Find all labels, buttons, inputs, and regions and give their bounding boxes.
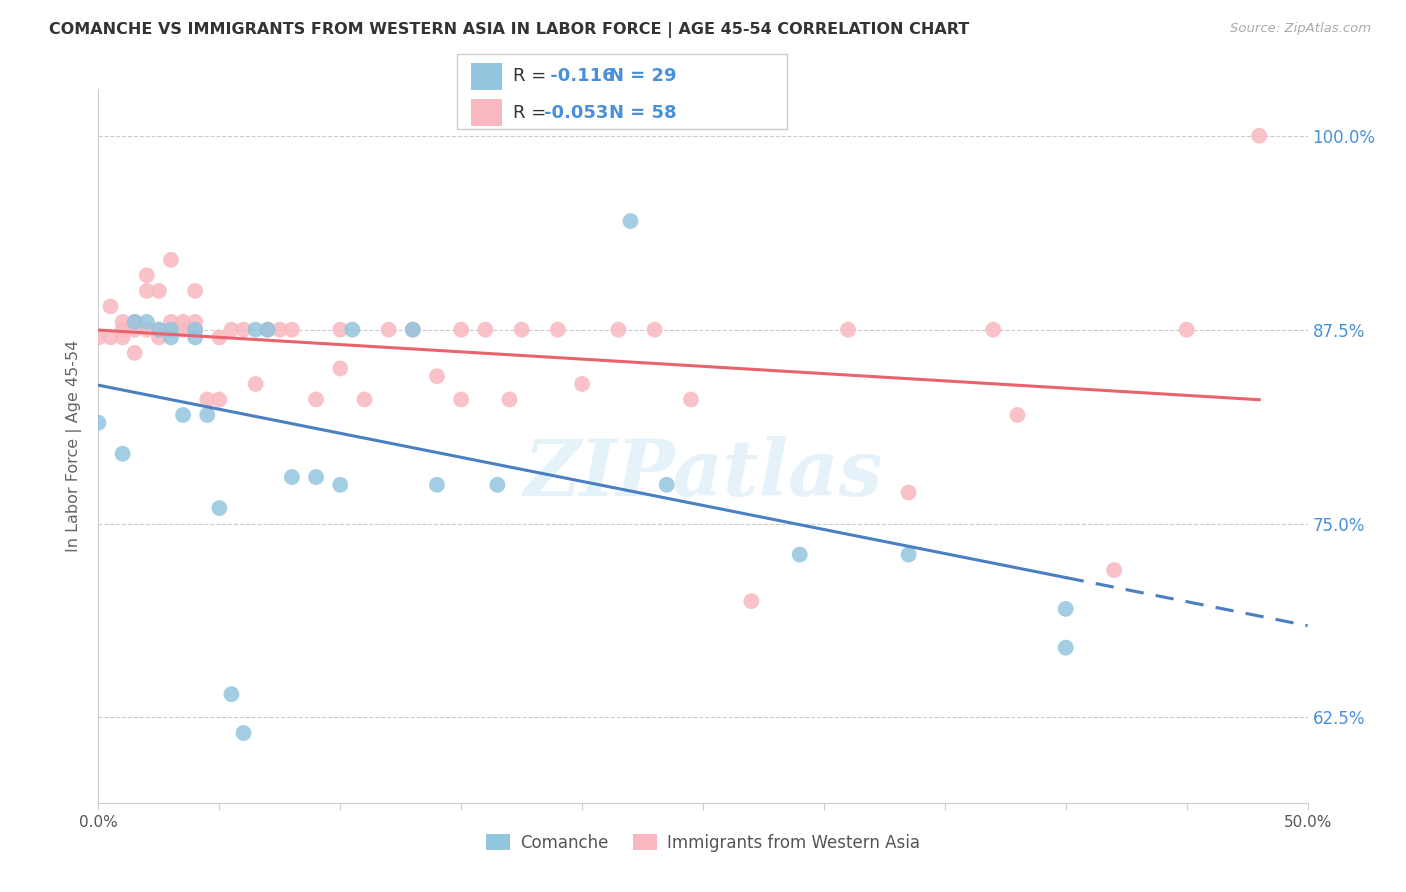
Point bbox=[172, 315, 194, 329]
Point bbox=[148, 323, 170, 337]
Point bbox=[1249, 128, 1271, 143]
Point bbox=[342, 323, 364, 337]
Point bbox=[402, 323, 425, 337]
Point bbox=[256, 323, 278, 337]
Y-axis label: In Labor Force | Age 45-54: In Labor Force | Age 45-54 bbox=[66, 340, 83, 552]
Point bbox=[160, 330, 183, 344]
Point bbox=[245, 376, 267, 391]
Point bbox=[124, 346, 146, 360]
Point bbox=[305, 470, 328, 484]
Point bbox=[245, 323, 267, 337]
Point bbox=[329, 361, 352, 376]
Point bbox=[111, 447, 134, 461]
Point bbox=[172, 408, 194, 422]
Text: R =: R = bbox=[513, 67, 553, 86]
Point bbox=[172, 323, 194, 337]
Point bbox=[1054, 602, 1077, 616]
Point bbox=[547, 323, 569, 337]
Point bbox=[195, 408, 218, 422]
Point bbox=[1007, 408, 1029, 422]
Point bbox=[124, 323, 146, 337]
Point bbox=[135, 268, 157, 283]
Point bbox=[619, 214, 641, 228]
Point bbox=[160, 252, 183, 267]
Point bbox=[1102, 563, 1125, 577]
Point bbox=[474, 323, 496, 337]
Point bbox=[124, 315, 146, 329]
Point bbox=[607, 323, 630, 337]
Text: N = 58: N = 58 bbox=[609, 103, 676, 121]
Point bbox=[87, 416, 110, 430]
Point bbox=[208, 330, 231, 344]
Point bbox=[426, 477, 449, 491]
Point bbox=[644, 323, 666, 337]
Point bbox=[160, 323, 183, 337]
Point bbox=[655, 477, 678, 491]
Text: R =: R = bbox=[513, 103, 553, 121]
Legend: Comanche, Immigrants from Western Asia: Comanche, Immigrants from Western Asia bbox=[479, 828, 927, 859]
Point bbox=[329, 323, 352, 337]
Point bbox=[148, 284, 170, 298]
Point bbox=[135, 323, 157, 337]
Point bbox=[184, 315, 207, 329]
Point bbox=[87, 330, 110, 344]
Point bbox=[221, 687, 243, 701]
Point bbox=[256, 323, 278, 337]
Point bbox=[184, 323, 207, 337]
Point bbox=[897, 548, 920, 562]
Point bbox=[208, 392, 231, 407]
Point bbox=[837, 323, 859, 337]
Point bbox=[184, 323, 207, 337]
Point bbox=[221, 323, 243, 337]
Point bbox=[450, 392, 472, 407]
Point bbox=[148, 323, 170, 337]
Point bbox=[148, 330, 170, 344]
Point bbox=[305, 392, 328, 407]
Point bbox=[184, 330, 207, 344]
Point bbox=[124, 315, 146, 329]
Point bbox=[232, 323, 254, 337]
Point bbox=[740, 594, 762, 608]
Point bbox=[329, 477, 352, 491]
Point bbox=[486, 477, 509, 491]
Point bbox=[426, 369, 449, 384]
Point bbox=[897, 485, 920, 500]
Text: Source: ZipAtlas.com: Source: ZipAtlas.com bbox=[1230, 22, 1371, 36]
Point bbox=[981, 323, 1004, 337]
Point bbox=[232, 726, 254, 740]
Point bbox=[100, 299, 122, 313]
Point bbox=[111, 330, 134, 344]
Point bbox=[789, 548, 811, 562]
Point bbox=[377, 323, 399, 337]
Point bbox=[111, 315, 134, 329]
Text: N = 29: N = 29 bbox=[609, 67, 676, 86]
Point bbox=[1175, 323, 1198, 337]
Point bbox=[184, 323, 207, 337]
Point bbox=[160, 323, 183, 337]
Point bbox=[111, 323, 134, 337]
Point bbox=[208, 501, 231, 516]
Point bbox=[450, 323, 472, 337]
Point bbox=[160, 315, 183, 329]
Text: -0.116: -0.116 bbox=[544, 67, 614, 86]
Point bbox=[679, 392, 702, 407]
Point bbox=[135, 284, 157, 298]
Point bbox=[498, 392, 520, 407]
Text: -0.053: -0.053 bbox=[544, 103, 609, 121]
Point bbox=[571, 376, 593, 391]
Point bbox=[281, 323, 304, 337]
Point bbox=[1054, 640, 1077, 655]
Text: COMANCHE VS IMMIGRANTS FROM WESTERN ASIA IN LABOR FORCE | AGE 45-54 CORRELATION : COMANCHE VS IMMIGRANTS FROM WESTERN ASIA… bbox=[49, 22, 970, 38]
Text: ZIPatlas: ZIPatlas bbox=[523, 436, 883, 513]
Point bbox=[281, 470, 304, 484]
Point bbox=[135, 315, 157, 329]
Point bbox=[195, 392, 218, 407]
Point bbox=[100, 330, 122, 344]
Point bbox=[184, 284, 207, 298]
Point bbox=[353, 392, 375, 407]
Point bbox=[402, 323, 425, 337]
Point bbox=[269, 323, 291, 337]
Point bbox=[510, 323, 533, 337]
